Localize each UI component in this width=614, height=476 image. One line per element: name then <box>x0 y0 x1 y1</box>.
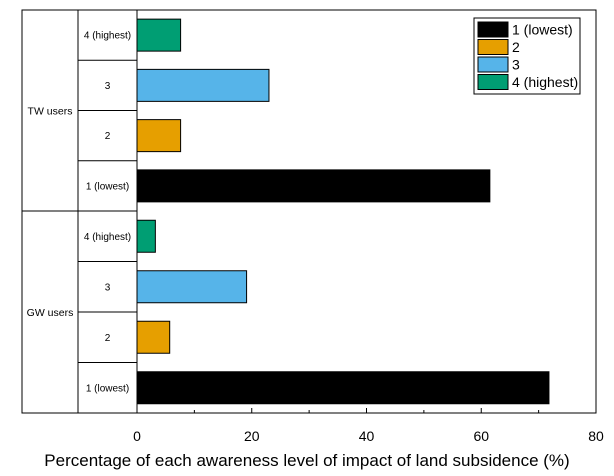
x-axis-title: Percentage of each awareness level of im… <box>44 451 569 470</box>
category-label: 1 (lowest) <box>86 181 129 192</box>
bar <box>136 270 248 304</box>
bar <box>136 169 491 203</box>
x-tick-label: 60 <box>473 428 489 444</box>
bar <box>136 371 550 405</box>
legend-swatch <box>477 21 509 38</box>
legend-label: 4 (highest) <box>512 74 578 90</box>
group-labels: TW users GW users <box>27 106 74 320</box>
category-label: 2 <box>105 333 111 344</box>
group-label: TW users <box>28 106 73 118</box>
bar <box>136 18 182 52</box>
x-tick-label: 0 <box>133 428 141 444</box>
bar <box>136 119 182 153</box>
legend-swatch <box>477 74 509 90</box>
category-label: 4 (highest) <box>84 31 131 42</box>
legend: 1 (lowest)2 34 (highest) <box>473 17 581 95</box>
category-label: 3 <box>105 282 111 293</box>
legend-label: 2 <box>512 39 520 55</box>
category-labels: 4 (highest) 3 2 1 (lowest) 4 (highest) 3 2 1 (l… <box>84 31 131 395</box>
category-label: 3 <box>105 81 111 92</box>
bar <box>136 320 171 354</box>
legend-label: 1 (lowest) <box>512 22 573 38</box>
x-tick-label: 80 <box>588 428 604 444</box>
x-axis: 0 20 40 60 80 <box>133 408 604 444</box>
x-tick-label: 20 <box>244 428 260 444</box>
legend-swatch <box>477 56 509 73</box>
legend-label: 3 <box>512 57 520 73</box>
bar <box>136 219 156 253</box>
x-tick-label: 40 <box>359 428 375 444</box>
bar <box>136 68 270 102</box>
group-label: GW users <box>27 307 74 319</box>
category-label: 4 (highest) <box>84 232 131 243</box>
category-label: 2 <box>105 131 111 142</box>
legend-swatch <box>477 39 509 55</box>
category-label: 1 (lowest) <box>86 383 129 394</box>
bars-layer <box>136 18 550 405</box>
